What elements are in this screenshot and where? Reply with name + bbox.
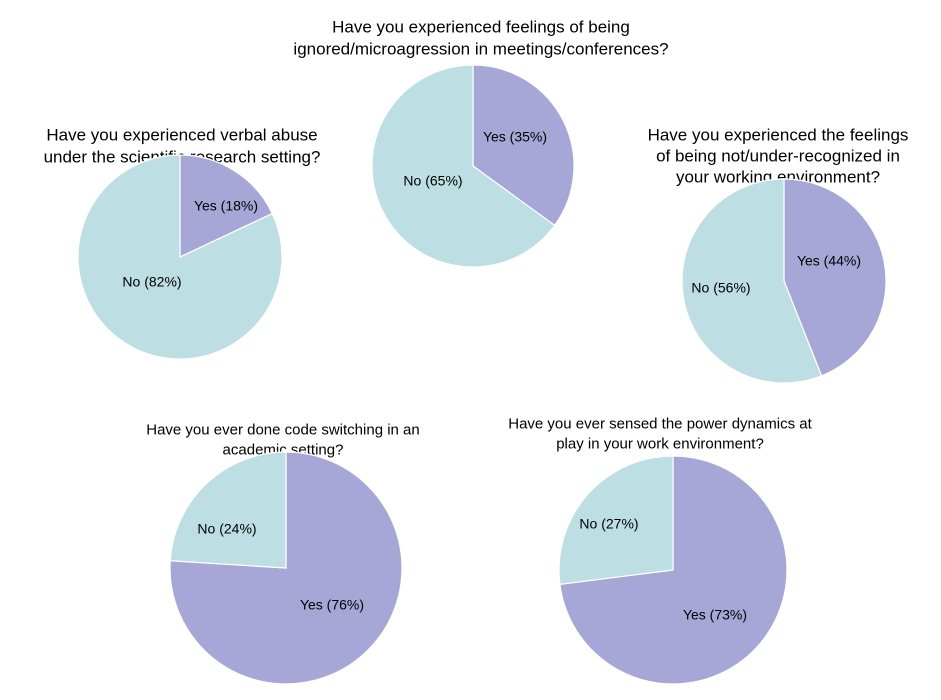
pie-slice-no — [558, 455, 674, 585]
chart-title-line: Have you experienced the feelings — [648, 125, 909, 144]
pie-slice-no — [681, 178, 823, 384]
slice-label-yes: Yes (76%) — [300, 597, 364, 613]
slice-label-no: No (56%) — [691, 280, 750, 296]
chart-title-line: academic setting? — [223, 442, 344, 459]
chart-title-line: Have you ever sensed the power dynamics … — [508, 416, 812, 433]
chart-title-line: ignored/microagression in meetings/confe… — [293, 39, 668, 58]
slice-label-yes: Yes (44%) — [797, 253, 861, 269]
chart-title-line: Have you experienced verbal abuse — [46, 125, 317, 144]
slice-label-no: No (82%) — [122, 274, 181, 290]
pie-slice-no — [169, 451, 287, 569]
pie-slice-no — [371, 64, 556, 268]
pie-slice-yes — [783, 178, 887, 377]
chart-title-line: Have you ever done code switching in an — [146, 422, 420, 439]
chart-title-line: Have you experienced feelings of being — [332, 17, 630, 36]
chart-title: Have you ever done code switching in an a… — [146, 422, 420, 459]
chart-title-line: of being not/under-recognized in — [656, 146, 900, 165]
slice-label-yes: Yes (18%) — [194, 198, 258, 214]
chart-title: Have you experienced the feelings of bein… — [648, 125, 909, 186]
pie-slice-yes — [179, 154, 274, 258]
pie-slice-no — [77, 154, 283, 360]
slice-label-no: No (24%) — [197, 521, 256, 537]
pie-chart-5: Have you ever sensed the power dynamics … — [508, 416, 813, 685]
chart-title: Have you ever sensed the power dynamics … — [508, 416, 812, 453]
pie-chart-4: Have you ever done code switching in an a… — [146, 422, 420, 685]
chart-title-line: your working environment? — [676, 167, 880, 186]
pie-chart-1: Have you experienced verbal abuse under t… — [44, 125, 320, 360]
slice-label-no: No (65%) — [403, 173, 462, 189]
slice-label-yes: Yes (35%) — [483, 129, 547, 145]
chart-title-line: play in your work environment? — [556, 436, 764, 453]
slice-label-yes: Yes (73%) — [683, 607, 747, 623]
slice-label-no: No (27%) — [579, 516, 638, 532]
pie-chart-2: Have you experienced feelings of being ig… — [293, 17, 669, 268]
chart-title: Have you experienced feelings of being ig… — [293, 17, 668, 58]
pie-slice-yes — [472, 64, 575, 227]
pie-slice-yes — [169, 451, 403, 685]
pie-chart-3: Have you experienced the feelings of bein… — [648, 125, 909, 384]
